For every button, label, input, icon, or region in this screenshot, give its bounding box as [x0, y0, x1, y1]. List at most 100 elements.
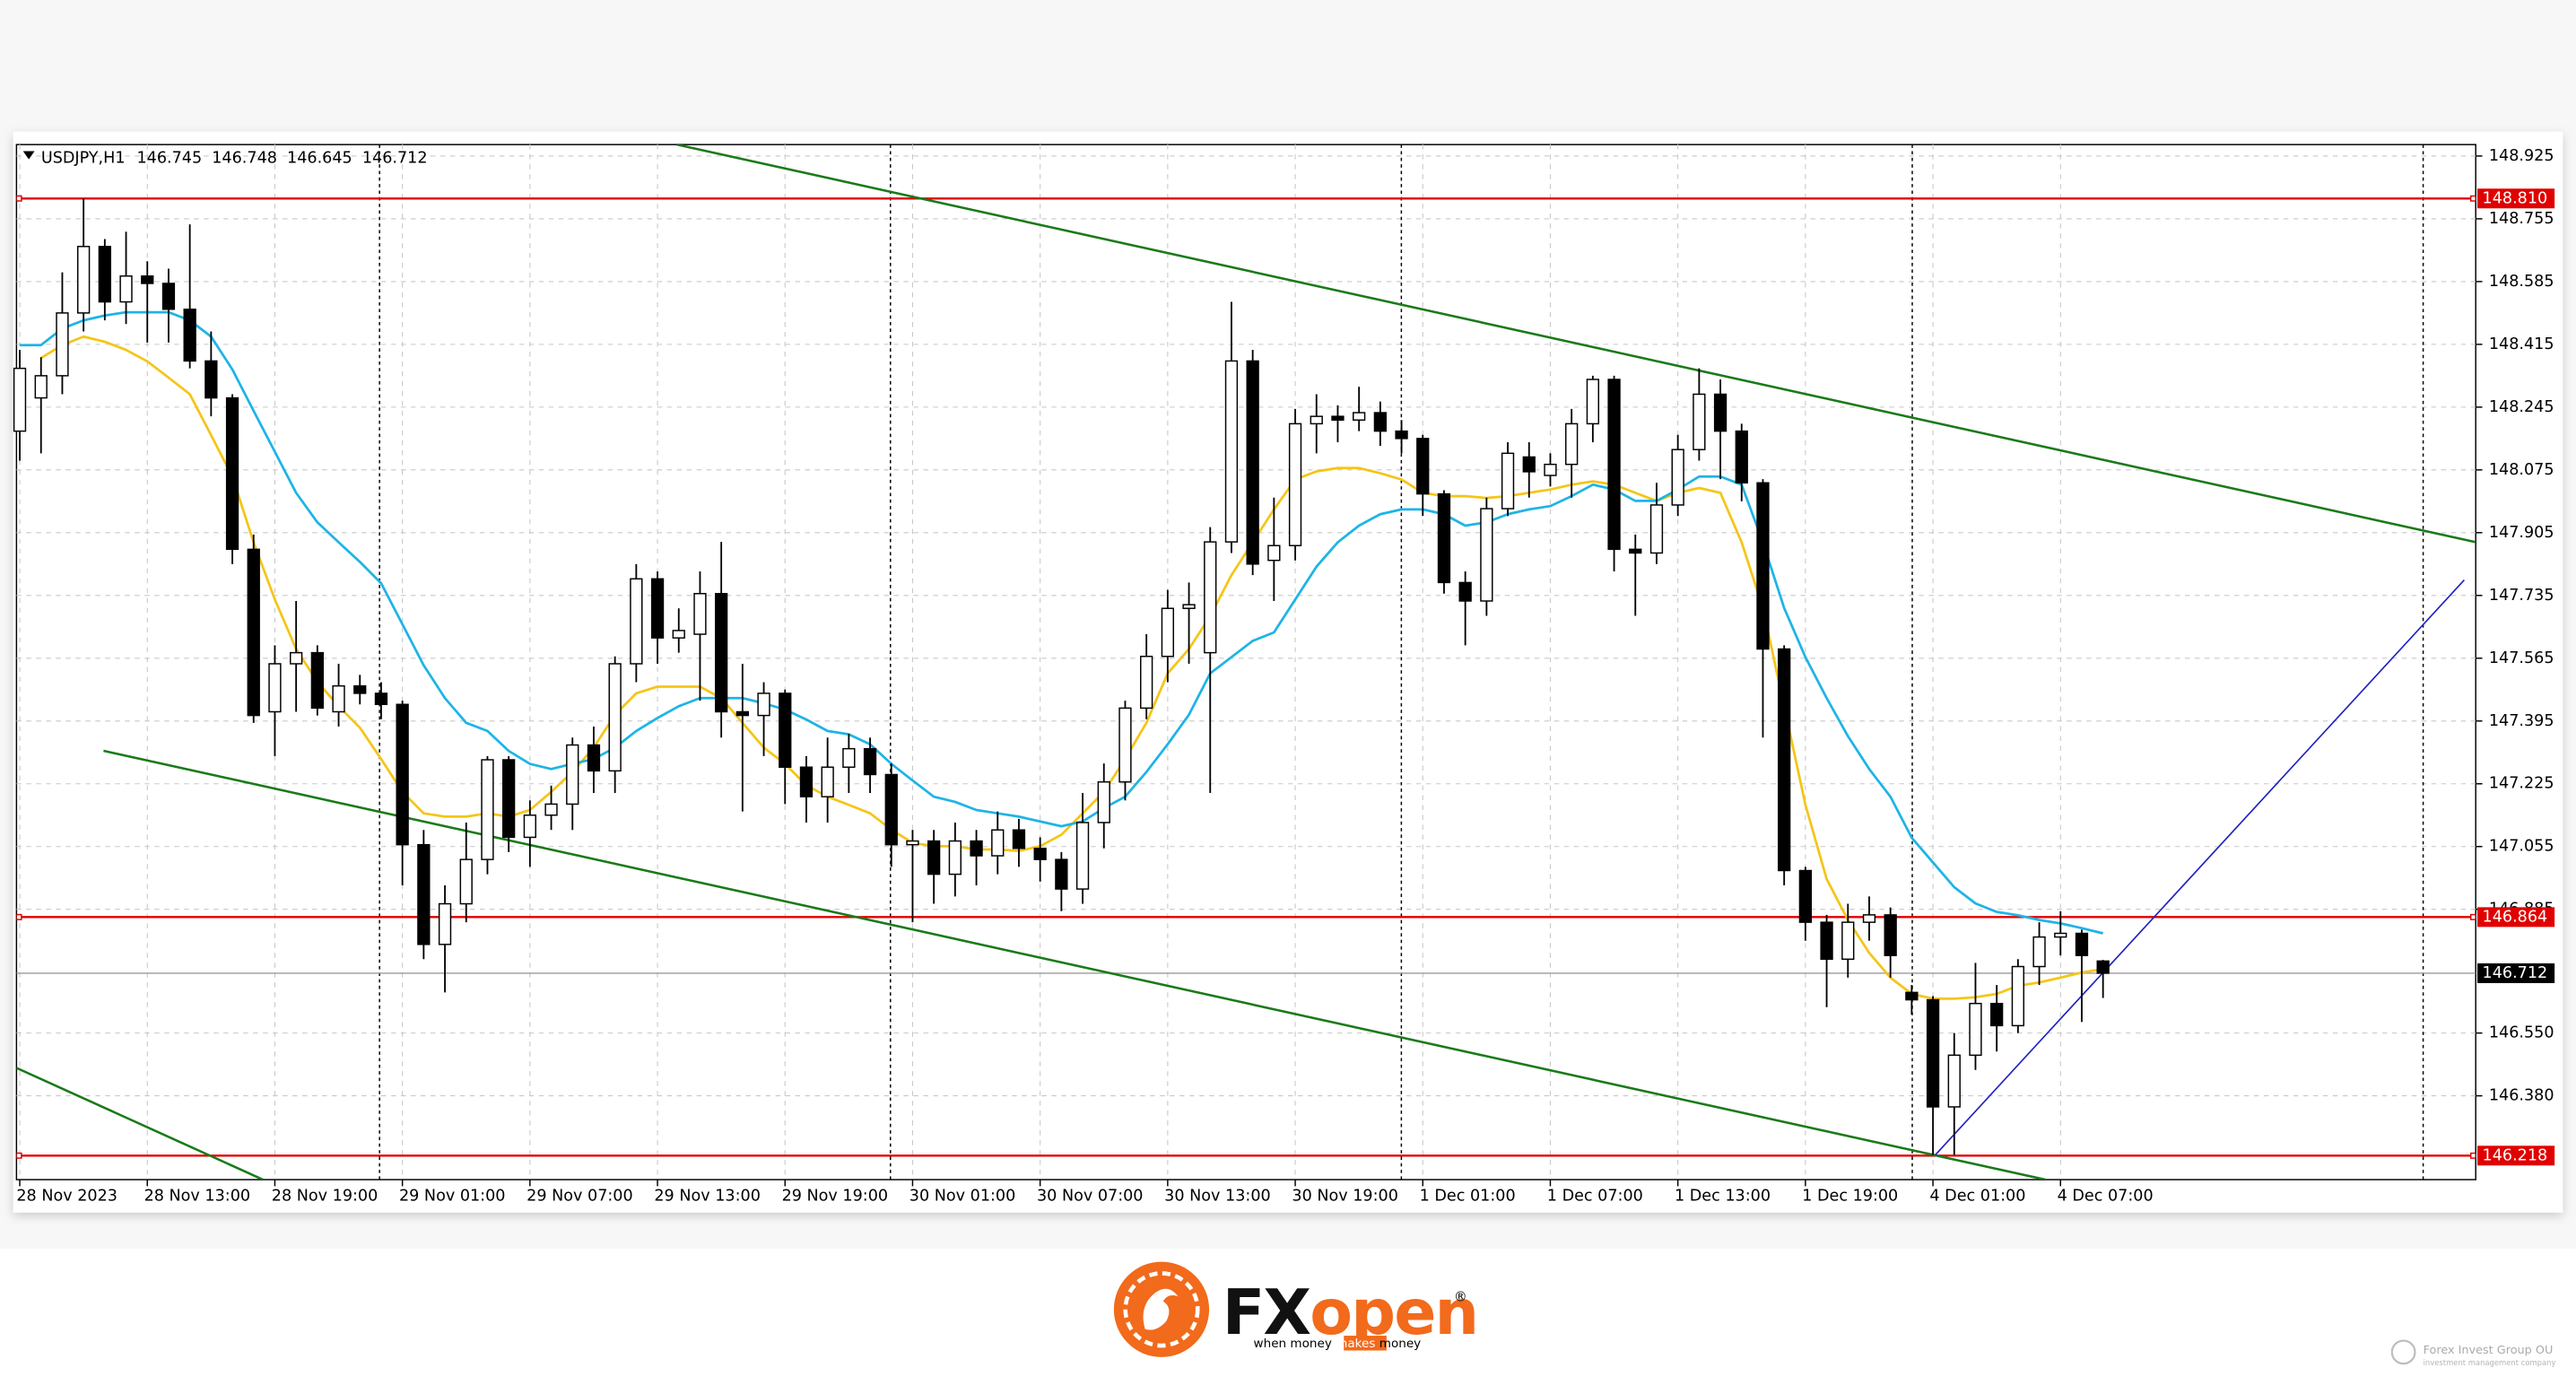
y-tick-label: 148.415: [2489, 335, 2554, 353]
candle-body: [1310, 415, 1323, 425]
candle-body: [1140, 656, 1153, 710]
candle-body: [1607, 379, 1621, 551]
candles: [13, 198, 2110, 1155]
current-price-tag: [2477, 963, 2555, 983]
brand-fx: FX: [1223, 1276, 1311, 1349]
candle-body: [970, 840, 983, 857]
chart-card: [13, 131, 2563, 1213]
y-tick-label: 148.925: [2489, 147, 2554, 165]
level-label: 146.864: [2483, 908, 2548, 926]
x-tick-label: 29 Nov 07:00: [527, 1187, 633, 1205]
company-icon: [2390, 1339, 2416, 1365]
candle-body: [98, 246, 111, 303]
candle-body: [863, 747, 877, 776]
candle-body: [1798, 869, 1813, 923]
candle-body: [2054, 932, 2067, 938]
candle-body: [1288, 422, 1302, 546]
candle-body: [608, 663, 622, 772]
y-tick-label: 147.225: [2489, 775, 2554, 793]
candle-body: [396, 703, 409, 846]
y-tick-label: 147.735: [2489, 587, 2554, 605]
candle-body: [715, 593, 728, 713]
candle-body: [1693, 393, 1706, 450]
trend-line: [1935, 579, 2465, 1156]
candle-body: [2075, 932, 2089, 956]
candle-body: [13, 367, 27, 432]
y-tick-label: 148.075: [2489, 461, 2554, 479]
candle-body: [1437, 492, 1451, 584]
company-name: Forex Invest Group OU: [2424, 1344, 2554, 1357]
candle-body: [161, 283, 176, 310]
x-tick-label: 1 Dec 01:00: [1420, 1187, 1516, 1205]
tagline: when money makes money: [1254, 1337, 1422, 1351]
candle-body: [1012, 829, 1026, 849]
level-anchor: [2469, 1152, 2476, 1159]
candle-body: [1671, 449, 1684, 506]
candle-body: [290, 651, 303, 665]
logo-emblem-figure: [1143, 1288, 1179, 1330]
candle-body: [1990, 1002, 2004, 1027]
tagline-a: when money: [1254, 1337, 1332, 1351]
candle-body: [310, 651, 324, 710]
candle-body: [799, 766, 814, 797]
candle-body: [1969, 1002, 1982, 1057]
level-anchor: [2469, 195, 2476, 202]
candle-body: [1905, 991, 1919, 1001]
candle-body: [1629, 548, 1642, 554]
candle-body: [502, 759, 516, 839]
candle-body: [247, 548, 260, 717]
candle-body: [1033, 848, 1047, 860]
candle-body: [927, 840, 941, 875]
company-sub: investment management company: [2424, 1358, 2556, 1367]
candle-body: [1224, 360, 1239, 543]
menu-arrow[interactable]: [22, 151, 35, 160]
symbol: USDJPY,H1: [41, 149, 126, 167]
company-mark: Forex Invest Group OU investment managem…: [2390, 1339, 2556, 1367]
candle-body: [906, 840, 919, 846]
candle-body: [1713, 393, 1727, 432]
level-tag: [2477, 907, 2555, 928]
y-tick-label: 147.055: [2489, 838, 2554, 856]
x-tick-label: 4 Dec 01:00: [1929, 1187, 2025, 1205]
header: USDJPY,H1 146.745 146.748 146.645 146.71…: [22, 149, 428, 167]
candle-body: [1373, 412, 1388, 432]
header-close: 146.712: [362, 149, 428, 167]
x-tick-label: 30 Nov 19:00: [1292, 1187, 1398, 1205]
candle-body: [1353, 412, 1366, 422]
candle-body: [2032, 936, 2046, 968]
candle-body: [884, 773, 898, 846]
candle-body: [2096, 960, 2110, 974]
y-tick-label: 148.585: [2489, 273, 2554, 291]
candle-body: [735, 710, 749, 717]
candle-body: [1118, 707, 1132, 783]
level-tag: [2477, 1145, 2555, 1166]
candle-body: [1458, 581, 1472, 602]
channel-line: [16, 1067, 264, 1180]
y-tick-label: 147.565: [2489, 649, 2554, 667]
candle-body: [1246, 360, 1259, 565]
candle-body: [438, 902, 452, 945]
x-tick-label: 28 Nov 19:00: [272, 1187, 379, 1205]
candle-body: [693, 593, 707, 635]
candle-body: [523, 814, 536, 839]
level-anchor: [16, 913, 22, 920]
candle-body: [1267, 544, 1281, 562]
current-price-label: 146.712: [2483, 964, 2548, 982]
level-anchor: [16, 1152, 22, 1159]
candle-body: [1501, 452, 1515, 510]
level-tag: [2477, 188, 2555, 209]
candle-body: [948, 840, 962, 875]
x-tick-label: 1 Dec 13:00: [1675, 1187, 1771, 1205]
candle-body: [1586, 379, 1600, 425]
candle-body: [1097, 780, 1110, 823]
candle-body: [1480, 508, 1493, 602]
candle-body: [34, 375, 48, 399]
candle-body: [1841, 921, 1855, 961]
plot-frame: [15, 144, 2476, 1180]
header-low: 146.645: [287, 149, 352, 167]
x-tick-label: 29 Nov 01:00: [399, 1187, 506, 1205]
x-tick-label: 30 Nov 07:00: [1037, 1187, 1144, 1205]
candle-body: [821, 766, 834, 797]
candle-body: [417, 843, 431, 945]
